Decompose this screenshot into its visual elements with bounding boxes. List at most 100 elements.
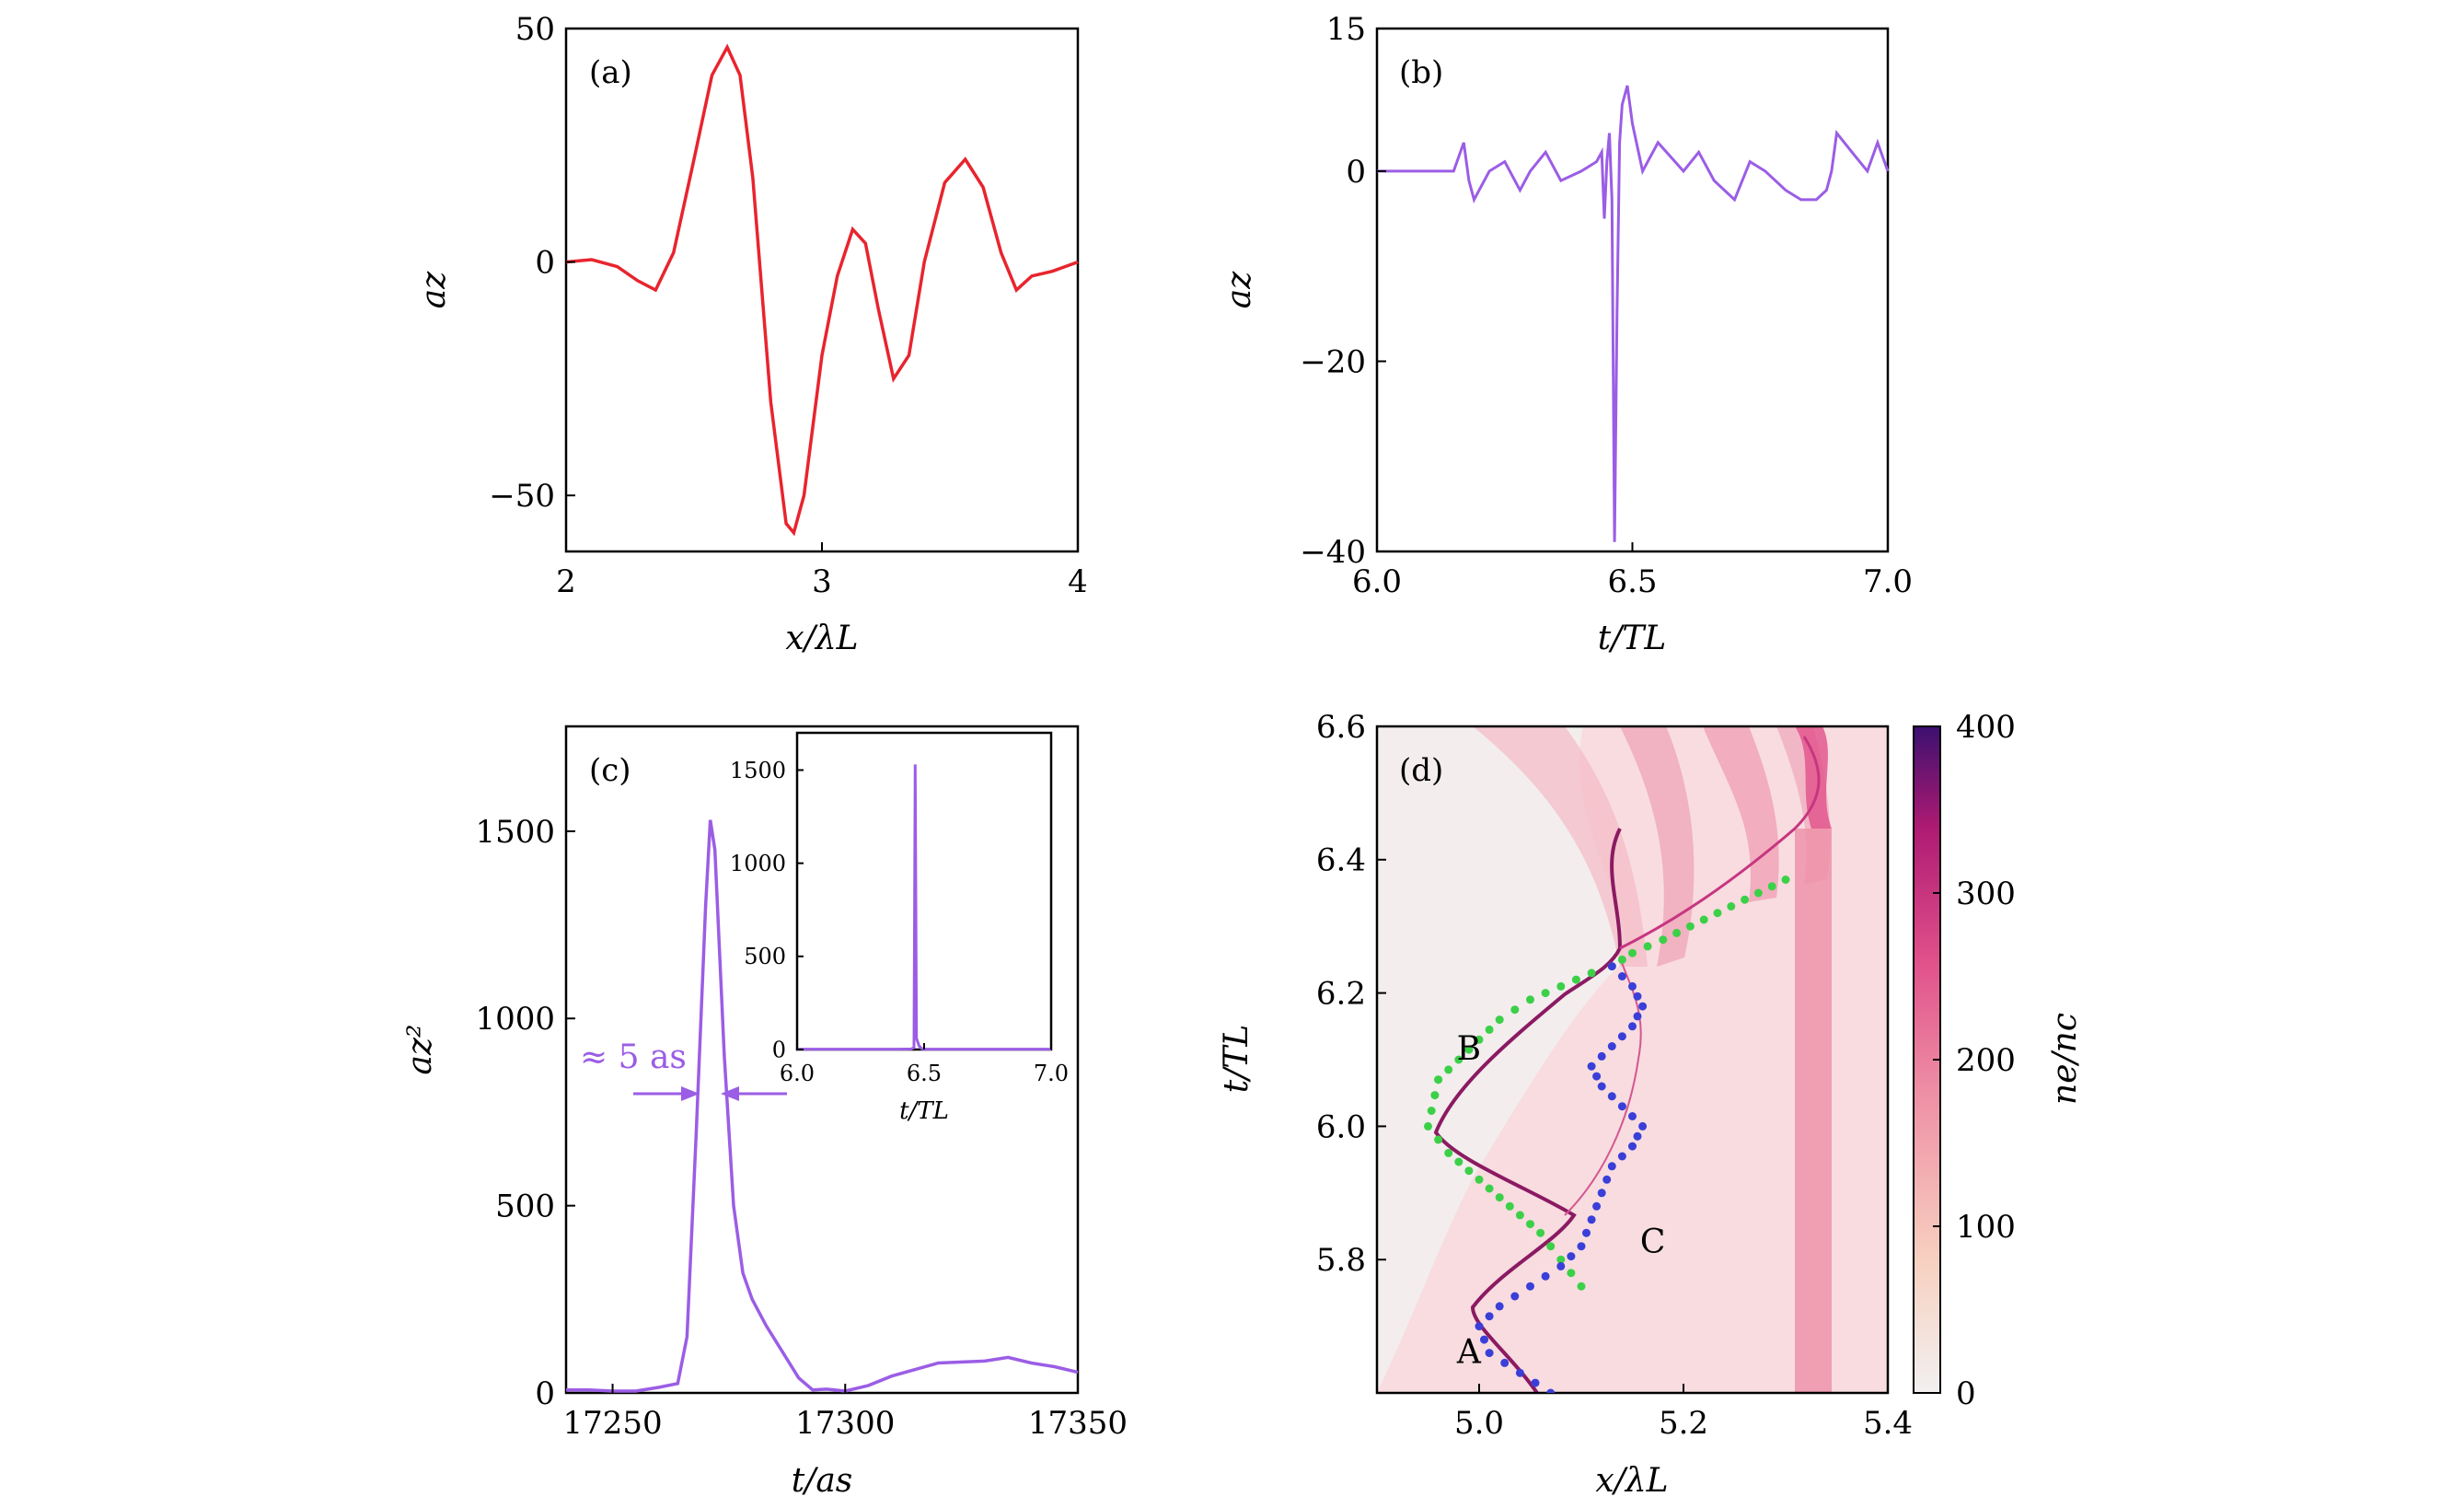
- panel-d-point-label-C: C: [1640, 1224, 1666, 1261]
- panel-d-traj-green-dot-7: [1510, 1005, 1520, 1015]
- panel-b-xtick-label-2: 7.0: [1863, 563, 1913, 600]
- panel-d-traj-green-lower-dot-9: [1485, 1184, 1494, 1193]
- panel-d-traj-green-lower-dot-4: [1434, 1135, 1443, 1144]
- panel-c-annotation: ≈ 5 as: [580, 1038, 687, 1076]
- panel-d-traj-green-dot-23: [1741, 895, 1750, 904]
- panel-d-traj-green-dot-12: [1587, 969, 1596, 978]
- panel-c-series-line: [566, 819, 1079, 1393]
- panel-d-traj-blue-dot-29: [1592, 1072, 1602, 1081]
- panel-a-xtick-label-1: 3: [812, 563, 832, 600]
- panel-d-traj-blue-dot-24: [1638, 1121, 1648, 1131]
- panel-d-traj-green-dot-21: [1713, 909, 1722, 918]
- panel-d-density-map: [1377, 726, 1888, 1393]
- panel-d-traj-green-dot-22: [1727, 902, 1736, 911]
- panel-c: 17250 17300 17350 0 500 1000 1500 (c) t/as az²…: [401, 725, 1128, 1500]
- panel-d-traj-green-dot-17: [1659, 935, 1668, 945]
- panel-d-traj-green-lower-dot-14: [1536, 1228, 1545, 1237]
- colorbar-tick-label-1: 100: [1956, 1209, 2016, 1246]
- panel-a-ytick-label-2: −50: [489, 478, 555, 515]
- panel-c-inset-bg: [797, 733, 1051, 1050]
- panel-a-xtick-label-2: 4: [1068, 563, 1088, 600]
- panel-b-frame: [1375, 27, 1890, 553]
- panel-d-traj-green-dot-19: [1685, 922, 1695, 931]
- panel-d-traj-blue-dot-31: [1597, 1051, 1606, 1061]
- panel-d-traj-green-dot-9: [1541, 989, 1550, 998]
- panel-d-traj-blue-dot-30: [1587, 1061, 1596, 1071]
- panel-a-frame: [564, 27, 1080, 553]
- panel-c-inset-series-line: [797, 764, 1051, 1051]
- panel-c-ytick-label-1: 500: [495, 1189, 555, 1225]
- panel-d-traj-green-lower-dot-10: [1495, 1193, 1504, 1202]
- panel-d-traj-blue-dot-25: [1628, 1112, 1637, 1120]
- colorbar-tick-label-3: 300: [1956, 876, 2016, 912]
- panel-d-traj-green-dot-26: [1781, 876, 1790, 884]
- panel-d-traj-blue-dot-1: [1531, 1378, 1540, 1387]
- panel-d-xtick-label-1: 5.2: [1659, 1405, 1708, 1442]
- panel-c-ylabel: az²: [401, 1025, 439, 1075]
- panel-c-frame: [564, 725, 1080, 1395]
- panel-d-ylabel: t/TL: [1218, 1025, 1255, 1094]
- panel-d-traj-blue-dot-36: [1638, 1002, 1648, 1011]
- panel-d-point-label-B: B: [1457, 1030, 1481, 1068]
- panel-c-ytick-label-0: 0: [535, 1375, 555, 1412]
- panel-c-inset-ytick-label-0: 0: [772, 1037, 786, 1062]
- panel-a-xtick-label-0: 2: [556, 563, 576, 600]
- panel-d-ytick-label-4: 6.6: [1316, 709, 1366, 746]
- panel-d-traj-green-dot-18: [1672, 928, 1682, 937]
- panel-d-ytick-label-3: 6.4: [1316, 842, 1366, 879]
- panel-d-traj-green-dot-20: [1699, 915, 1708, 924]
- panel-d-traj-green-lower-dot-11: [1505, 1201, 1514, 1211]
- panel-d-traj-blue-dot-6: [1475, 1322, 1484, 1331]
- panel-d-traj-blue-dot-28: [1597, 1082, 1606, 1091]
- panel-d-xtick-label-2: 5.4: [1863, 1405, 1913, 1442]
- panel-d-traj-green-lower-dot-5: [1444, 1148, 1453, 1157]
- panel-d-traj-green-dot-11: [1571, 975, 1580, 984]
- panel-d-traj-blue-dot-27: [1607, 1092, 1616, 1101]
- panel-d-traj-blue-dot-10: [1526, 1282, 1534, 1291]
- panel-d-traj-blue-dot-18: [1597, 1189, 1606, 1198]
- panel-d-traj-green-lower-dot-17: [1567, 1269, 1576, 1278]
- panel-d-traj-green-dot-4: [1475, 1035, 1484, 1044]
- colorbar-tick-label-4: 400: [1956, 709, 2016, 746]
- panel-d-traj-blue-dot-20: [1607, 1162, 1616, 1171]
- panel-d-xtick-label-0: 5.0: [1454, 1405, 1504, 1442]
- colorbar-label: ne/nc: [2046, 1013, 2084, 1105]
- panel-d: 5.0 5.2 5.4 5.8 6.0 6.2 6.4 6.6 A B C (d) x/λL t/…: [1218, 709, 2084, 1500]
- panel-d-traj-blue-dot-12: [1556, 1261, 1566, 1270]
- panel-d-frame: [1375, 725, 1890, 1395]
- panel-d-traj-blue-dot-35: [1633, 1012, 1642, 1021]
- panel-d-traj-green-dot-14: [1617, 955, 1626, 964]
- panel-c-xtick-label-1: 17300: [795, 1405, 895, 1442]
- panel-d-traj-blue-dot-2: [1515, 1368, 1524, 1377]
- panel-d-traj-blue-dot-14: [1577, 1242, 1586, 1251]
- panel-d-traj-blue-dot-15: [1582, 1228, 1591, 1237]
- panel-d-label: (d): [1399, 752, 1443, 789]
- panel-c-inset-ytick-label-1: 500: [744, 944, 786, 969]
- panel-c-inset-xtick-label-0: 6.0: [780, 1061, 815, 1086]
- panel-b-xtick-label-1: 6.5: [1607, 563, 1657, 600]
- panel-c-ytick-label-3: 1500: [475, 814, 555, 851]
- panel-a-series-line: [565, 43, 1079, 537]
- colorbar-tick-label-2: 200: [1956, 1042, 2016, 1079]
- panel-d-ytick-label-2: 6.2: [1316, 976, 1366, 1013]
- panel-d-traj-blue-dot-16: [1587, 1215, 1596, 1224]
- panel-d-traj-green-lower-dot-18: [1577, 1282, 1586, 1291]
- panel-c-xlabel: t/as: [792, 1462, 853, 1500]
- panel-d-traj-blue-dot-34: [1628, 1022, 1637, 1031]
- panel-d-colorbar: 0 100 200 300 400 ne/nc: [1913, 709, 2084, 1412]
- panel-d-traj-green-dot-10: [1556, 981, 1566, 991]
- panel-c-inset-xtick-label-1: 6.5: [907, 1061, 942, 1086]
- panel-a-label: (a): [589, 54, 632, 91]
- panel-a-ytick-label-0: 50: [515, 11, 555, 48]
- panel-d-ytick-label-0: 5.8: [1316, 1242, 1366, 1279]
- panel-d-traj-blue-dot-38: [1628, 981, 1637, 991]
- panel-d-traj-blue-dot-0: [1546, 1388, 1556, 1393]
- panel-a-ylabel: az: [415, 271, 453, 308]
- panel-d-traj-blue-dot-37: [1633, 992, 1642, 1001]
- panel-c-xtick-label-0: 17250: [562, 1405, 662, 1442]
- panel-d-traj-green-dot-3: [1464, 1045, 1474, 1054]
- panel-d-traj-green-dot-5: [1485, 1025, 1494, 1034]
- panel-d-traj-blue-dot-22: [1628, 1142, 1637, 1151]
- panel-d-traj-green-lower-dot-16: [1556, 1255, 1566, 1264]
- panel-d-traj-blue-dot-11: [1541, 1271, 1550, 1281]
